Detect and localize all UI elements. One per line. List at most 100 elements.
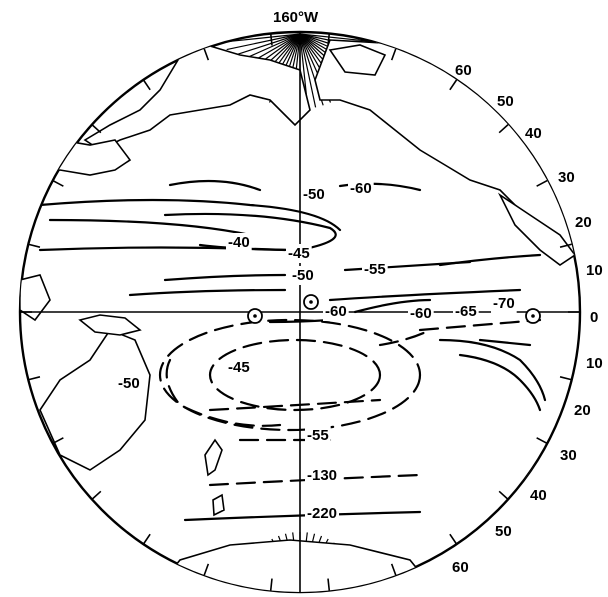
graticule-line [225, 33, 301, 43]
contour-label: -50 [118, 375, 140, 392]
isoline-n3 [48, 218, 252, 237]
contour-label: -50 [292, 267, 314, 284]
contour-label: -220 [307, 505, 337, 522]
lat-label-s50: 50 [495, 523, 512, 540]
isoline-n11 [353, 298, 432, 314]
isoline-n2 [38, 198, 342, 232]
isoline-s-ellipse-outer [158, 318, 422, 432]
contour-label: -65 [455, 303, 477, 320]
graticule-line [299, 33, 375, 43]
rim-tick [498, 490, 509, 500]
lat-label-s40: 40 [530, 487, 547, 504]
lat-label-s30: 30 [560, 447, 577, 464]
rim-tick [390, 563, 397, 576]
rim-tick [28, 243, 41, 248]
isoline-e6 [378, 328, 432, 347]
lat-label-s20: 20 [574, 402, 591, 419]
rim-tick [269, 33, 273, 46]
contour-label-bg [362, 260, 388, 279]
station-marker-3 [525, 308, 541, 324]
rim-tick [536, 437, 548, 445]
meridian-label: 160°W [273, 9, 319, 26]
landmass-australia [39, 329, 151, 471]
rim-tick [390, 48, 397, 61]
contour-label: -60 [350, 180, 372, 197]
rim-tick [327, 33, 331, 46]
lat-label-n20: 20 [575, 214, 592, 231]
rim-tick [142, 79, 151, 91]
contour-label-bg [301, 185, 327, 204]
contour-label: -60 [410, 305, 432, 322]
rim-tick [536, 179, 548, 187]
isoline-n7 [128, 288, 287, 297]
isoline-s5 [183, 510, 422, 522]
contour-label-bg [453, 302, 479, 321]
contour-label-bg [305, 504, 340, 523]
station-marker-2 [303, 294, 319, 310]
contour-label-bg [305, 466, 340, 485]
landmass-new-zealand [204, 438, 225, 517]
isoline-e3 [438, 338, 547, 402]
lat-label-n50: 50 [497, 93, 514, 110]
latitude-ticks [20, 33, 580, 591]
contour-label-bg [290, 266, 316, 285]
rim-tick [142, 533, 151, 545]
station-marker-1 [247, 308, 263, 324]
rim-tick [559, 376, 572, 381]
contour-label-bg [226, 358, 252, 377]
contour-label: -45 [288, 245, 310, 262]
contour-label: -45 [228, 359, 250, 376]
graticule-line [299, 33, 317, 108]
landmass-central-america [497, 192, 577, 266]
isoline-n9 [438, 253, 542, 267]
rim-tick [203, 48, 210, 61]
contour-label-bg [226, 233, 252, 252]
landmass-hawaii [328, 44, 387, 76]
isoline-e5 [478, 338, 532, 347]
lat-label-n60: 60 [455, 62, 472, 79]
lat-label-n30: 30 [558, 169, 575, 186]
contour-label: -50 [303, 186, 325, 203]
contour-label: -40 [228, 234, 250, 251]
rim-tick [498, 124, 509, 134]
graticule-line [226, 33, 301, 51]
rim-tick [327, 578, 331, 591]
rim-tick [91, 490, 102, 500]
isoline-n8 [163, 273, 287, 282]
contour-label-bg [408, 304, 434, 323]
isoline-n5 [38, 246, 287, 252]
contour-label-bg [323, 302, 349, 321]
rim-tick [203, 563, 210, 576]
lat-label-n40: 40 [525, 125, 542, 142]
contour-label-bg [116, 374, 142, 393]
rim-tick [91, 124, 102, 134]
lat-label-s10: 10 [586, 355, 603, 372]
isoline-s1 [165, 358, 282, 427]
contour-label-bg [348, 179, 374, 198]
contour-label-bg [305, 426, 331, 445]
rim-tick [559, 243, 572, 248]
landmass-new-guinea [78, 314, 142, 336]
rim-tick [52, 437, 64, 445]
rim-tick [449, 79, 458, 91]
contour-label: -130 [307, 467, 337, 484]
isoline-e4 [458, 353, 542, 412]
contour-label-bg [286, 244, 312, 263]
isoline-s2 [208, 398, 382, 412]
graticule-line [228, 33, 301, 58]
lat-label-n10: 10 [586, 262, 603, 279]
rim-tick [52, 179, 64, 187]
contour-label: -55 [364, 261, 386, 278]
contour-label: -55 [307, 427, 329, 444]
isoline-n10 [328, 288, 522, 302]
lat-label-s60: 60 [452, 559, 469, 576]
contour-label-bg [491, 294, 517, 313]
landmass-indonesia [20, 274, 51, 322]
landmass-alaska [83, 39, 311, 151]
contour-label: -60 [325, 303, 347, 320]
rim-tick [28, 376, 41, 381]
lat-label-equator: 0 [590, 309, 598, 326]
contour-label: -70 [493, 295, 515, 312]
rim-tick [449, 533, 458, 545]
